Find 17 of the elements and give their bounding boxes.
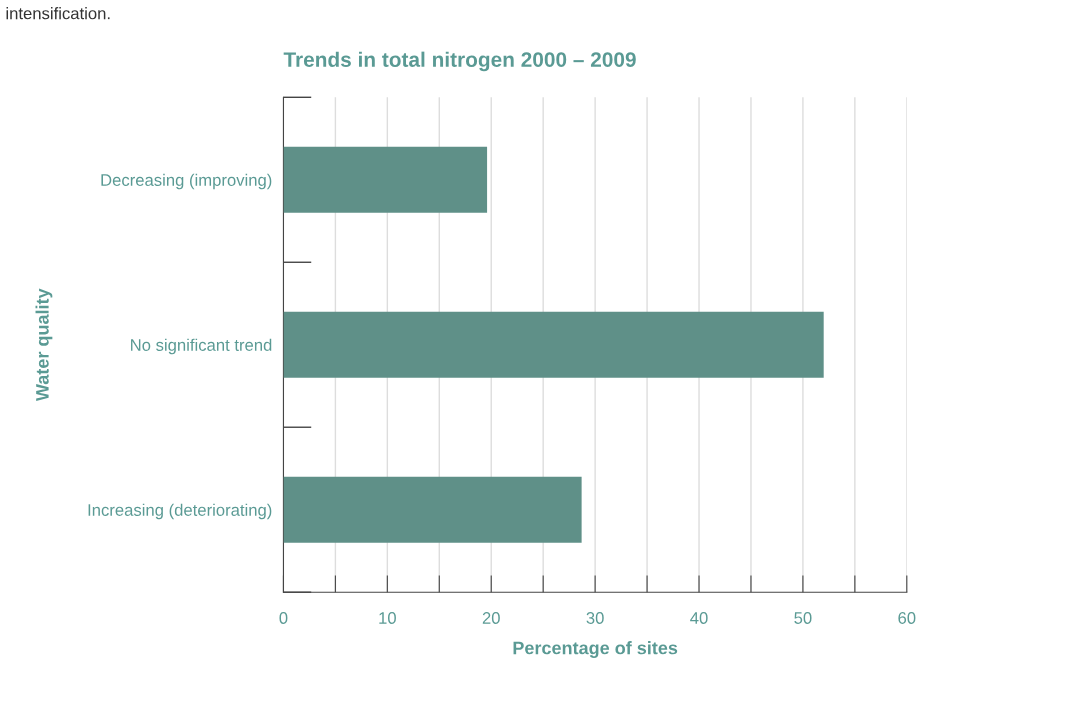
x-tick-label: 0 [279, 612, 288, 624]
x-axis-title: Percentage of sites [513, 641, 678, 658]
x-tick-label: 60 [898, 612, 916, 624]
x-tick-label: 20 [482, 612, 500, 624]
bar [283, 476, 582, 543]
y-axis-title: Water quality [35, 288, 53, 402]
y-tick-label: Decreasing (improving) [101, 173, 272, 190]
chart-title: Trends in total nitrogen 2000 – 2009 [283, 51, 636, 72]
y-tick-label: No significant trend [131, 338, 272, 355]
x-tick-label: 40 [690, 612, 708, 624]
x-tick-label: 30 [586, 612, 604, 624]
bar [283, 311, 824, 378]
bar [283, 146, 488, 213]
text: intensification. [6, 7, 110, 20]
x-tick-label: 50 [794, 612, 812, 624]
y-tick-label: Increasing (deteriorating) [88, 503, 272, 520]
x-tick-label: 10 [379, 612, 396, 624]
